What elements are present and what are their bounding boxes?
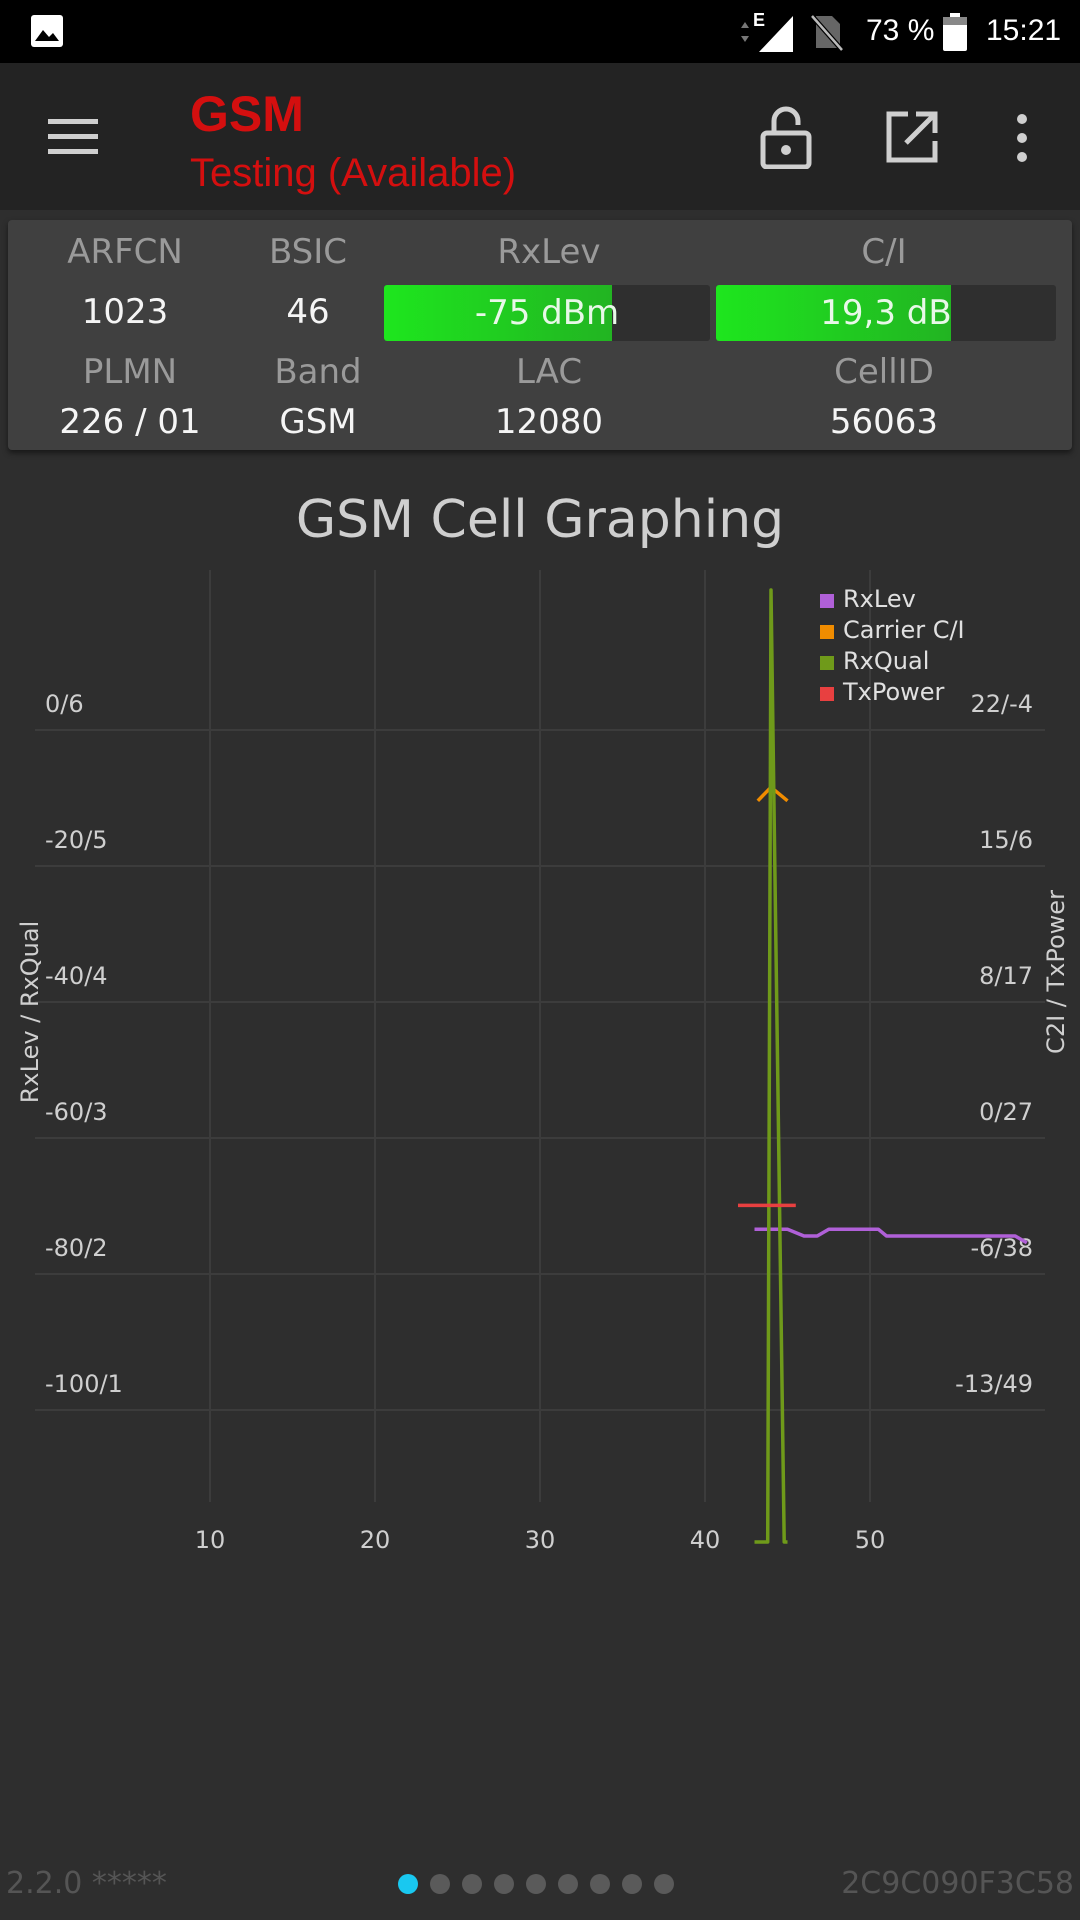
band-value: GSM (279, 402, 357, 442)
legend-entry: RxLev (843, 585, 916, 613)
ci-meter: 19,3 dB (716, 285, 1056, 341)
x-axis-tick: 40 (690, 1526, 721, 1554)
app-subtitle: Testing (Available) (190, 151, 517, 195)
status-bar: E 73 % 15:21 (0, 0, 1080, 63)
page-dot[interactable] (398, 1874, 418, 1894)
left-axis-tick: -100/1 (45, 1370, 123, 1398)
left-axis-tick: -20/5 (45, 826, 108, 854)
legend-swatch (820, 625, 834, 639)
x-axis-tick: 10 (195, 1526, 226, 1554)
cellid-value: 56063 (829, 402, 939, 442)
legend-entry: RxQual (843, 647, 929, 675)
left-axis-title: RxLev / RxQual (16, 921, 44, 1104)
left-axis-tick: -80/2 (45, 1234, 108, 1262)
x-axis-tick: 50 (855, 1526, 886, 1554)
page-dot[interactable] (430, 1874, 450, 1894)
lac-value: 12080 (494, 402, 604, 442)
right-axis-tick: 8/17 (979, 962, 1033, 990)
plmn-value: 226 / 01 (59, 402, 201, 442)
bsic-label: BSIC (268, 232, 348, 272)
arfcn-label: ARFCN (67, 232, 183, 272)
page-dot[interactable] (462, 1874, 482, 1894)
band-label: Band (274, 352, 362, 392)
right-axis-tick: 0/27 (979, 1098, 1033, 1126)
legend-entry: TxPower (842, 678, 945, 706)
right-axis-title: C2I / TxPower (1042, 890, 1070, 1054)
app-version: 2.2.0 ***** (6, 1866, 167, 1901)
lock-icon[interactable] (760, 105, 812, 169)
left-axis-tick: -60/3 (45, 1098, 108, 1126)
page-dot[interactable] (622, 1874, 642, 1894)
bsic-value: 46 (286, 292, 330, 332)
cell-info-panel: ARFCN BSIC RxLev C/I 1023 46 -75 dBm 19,… (8, 220, 1072, 450)
rxlev-meter-fill (384, 285, 613, 341)
clock: 15:21 (986, 14, 1062, 47)
legend-swatch (820, 594, 834, 608)
left-axis-tick: -40/4 (45, 962, 108, 990)
cellid-label: CellID (834, 352, 934, 392)
right-axis-tick: 15/6 (979, 826, 1033, 854)
lac-label: LAC (515, 352, 583, 392)
page-dot[interactable] (590, 1874, 610, 1894)
right-axis-tick: 22/-4 (970, 690, 1033, 718)
app-title: GSM (190, 86, 304, 142)
rxlev-label: RxLev (497, 232, 601, 272)
cell-graph-chart[interactable]: 0/6 -20/5 -40/4 -60/3 -80/2 -100/1 22/-4 15/6 8/… (0, 560, 1080, 1560)
page-dot[interactable] (494, 1874, 514, 1894)
right-axis-tick: -6/38 (970, 1234, 1033, 1262)
signal-icon: E (741, 10, 793, 52)
series-line-rxqual (754, 588, 788, 1544)
battery-icon (943, 13, 967, 51)
right-axis-tick: -13/49 (955, 1370, 1033, 1398)
svg-text:E: E (753, 10, 765, 30)
plmn-label: PLMN (82, 352, 178, 392)
rxlev-meter: -75 dBm (384, 285, 710, 341)
chart-title: GSM Cell Graphing (295, 490, 785, 550)
series-line-rxlev (754, 1227, 1028, 1245)
no-sim-icon (810, 14, 844, 52)
app-bar: GSM Testing (Available) (0, 63, 1080, 210)
ci-label: C/I (861, 232, 907, 272)
image-icon (31, 15, 63, 47)
x-axis-tick: 20 (360, 1526, 391, 1554)
device-id: 2C9C090F3C58 (841, 1866, 1074, 1901)
hamburger-icon[interactable] (48, 117, 98, 157)
page-indicator[interactable] (398, 1874, 674, 1894)
left-axis-tick: 0/6 (45, 690, 84, 718)
more-vert-icon[interactable] (1012, 113, 1032, 163)
battery-percent: 73 % (866, 14, 935, 47)
page-dot[interactable] (558, 1874, 578, 1894)
page-dot[interactable] (526, 1874, 546, 1894)
legend-swatch (820, 687, 834, 701)
rxlev-value: -75 dBm (474, 293, 620, 333)
legend-entry: Carrier C/I (843, 616, 965, 644)
open-external-icon[interactable] (884, 109, 940, 165)
ci-meter-fill (716, 285, 951, 341)
legend-swatch (820, 656, 834, 670)
page-dot[interactable] (654, 1874, 674, 1894)
x-axis-tick: 30 (525, 1526, 556, 1554)
ci-value: 19,3 dB (820, 293, 952, 333)
arfcn-value: 1023 (81, 292, 169, 332)
